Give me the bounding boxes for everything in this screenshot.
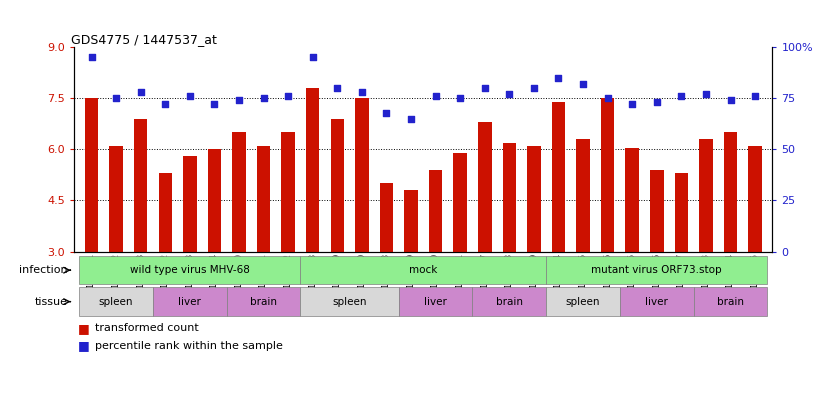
Point bbox=[748, 93, 762, 99]
Bar bbox=[577, 139, 590, 252]
Bar bbox=[650, 170, 663, 252]
Point bbox=[282, 93, 295, 99]
Point bbox=[429, 93, 442, 99]
Bar bbox=[85, 98, 98, 252]
Bar bbox=[748, 146, 762, 252]
Text: mock: mock bbox=[409, 265, 438, 275]
Point bbox=[453, 95, 467, 101]
Point bbox=[208, 101, 221, 108]
Bar bbox=[546, 256, 767, 285]
Text: mutant virus ORF73.stop: mutant virus ORF73.stop bbox=[591, 265, 722, 275]
Point bbox=[724, 97, 737, 103]
Bar bbox=[79, 256, 301, 285]
Bar bbox=[527, 146, 541, 252]
Bar bbox=[620, 288, 694, 316]
Point bbox=[306, 54, 320, 61]
Bar bbox=[226, 288, 301, 316]
Text: spleen: spleen bbox=[99, 297, 133, 307]
Bar bbox=[625, 148, 639, 252]
Point bbox=[527, 85, 540, 91]
Text: infection: infection bbox=[19, 265, 68, 275]
Point bbox=[675, 93, 688, 99]
Bar bbox=[159, 173, 172, 252]
Text: liver: liver bbox=[645, 297, 668, 307]
Bar bbox=[257, 146, 270, 252]
Bar bbox=[675, 173, 688, 252]
Point bbox=[625, 101, 638, 108]
Bar bbox=[232, 132, 246, 252]
Text: brain: brain bbox=[717, 297, 744, 307]
Bar bbox=[207, 149, 221, 252]
Bar bbox=[330, 119, 344, 252]
Text: liver: liver bbox=[178, 297, 202, 307]
Bar bbox=[601, 98, 615, 252]
Bar bbox=[552, 102, 565, 252]
Bar bbox=[694, 288, 767, 316]
Point bbox=[380, 109, 393, 116]
Point bbox=[577, 81, 590, 87]
Bar bbox=[429, 170, 443, 252]
Point bbox=[552, 75, 565, 81]
Text: brain: brain bbox=[496, 297, 523, 307]
Point bbox=[478, 85, 491, 91]
Point bbox=[134, 89, 147, 95]
Bar bbox=[134, 119, 148, 252]
Bar bbox=[282, 132, 295, 252]
Bar bbox=[183, 156, 197, 252]
Text: spleen: spleen bbox=[566, 297, 601, 307]
Point bbox=[257, 95, 270, 101]
Text: transformed count: transformed count bbox=[95, 323, 199, 333]
Bar bbox=[399, 288, 472, 316]
Bar bbox=[699, 139, 713, 252]
Point bbox=[601, 95, 615, 101]
Text: ■: ■ bbox=[78, 322, 89, 335]
Bar bbox=[301, 256, 546, 285]
Bar bbox=[724, 132, 738, 252]
Bar bbox=[380, 184, 393, 252]
Bar bbox=[404, 190, 418, 252]
Text: percentile rank within the sample: percentile rank within the sample bbox=[95, 341, 283, 351]
Point bbox=[183, 93, 197, 99]
Bar bbox=[472, 288, 546, 316]
Bar bbox=[306, 88, 320, 252]
Point bbox=[85, 54, 98, 61]
Point bbox=[232, 97, 245, 103]
Text: GDS4775 / 1447537_at: GDS4775 / 1447537_at bbox=[71, 33, 216, 46]
Point bbox=[355, 89, 368, 95]
Bar bbox=[453, 153, 467, 252]
Bar bbox=[502, 143, 516, 252]
Point bbox=[700, 91, 713, 97]
Point bbox=[405, 116, 418, 122]
Bar bbox=[109, 146, 123, 252]
Point bbox=[330, 85, 344, 91]
Text: liver: liver bbox=[425, 297, 447, 307]
Bar bbox=[355, 98, 368, 252]
Text: wild type virus MHV-68: wild type virus MHV-68 bbox=[130, 265, 249, 275]
Text: brain: brain bbox=[250, 297, 277, 307]
Point bbox=[159, 101, 172, 108]
Bar bbox=[301, 288, 399, 316]
Point bbox=[503, 91, 516, 97]
Text: spleen: spleen bbox=[332, 297, 367, 307]
Text: tissue: tissue bbox=[35, 297, 68, 307]
Bar bbox=[153, 288, 226, 316]
Bar bbox=[79, 288, 153, 316]
Point bbox=[650, 99, 663, 105]
Point bbox=[110, 95, 123, 101]
Text: ■: ■ bbox=[78, 340, 89, 353]
Bar bbox=[478, 122, 491, 252]
Bar bbox=[546, 288, 620, 316]
